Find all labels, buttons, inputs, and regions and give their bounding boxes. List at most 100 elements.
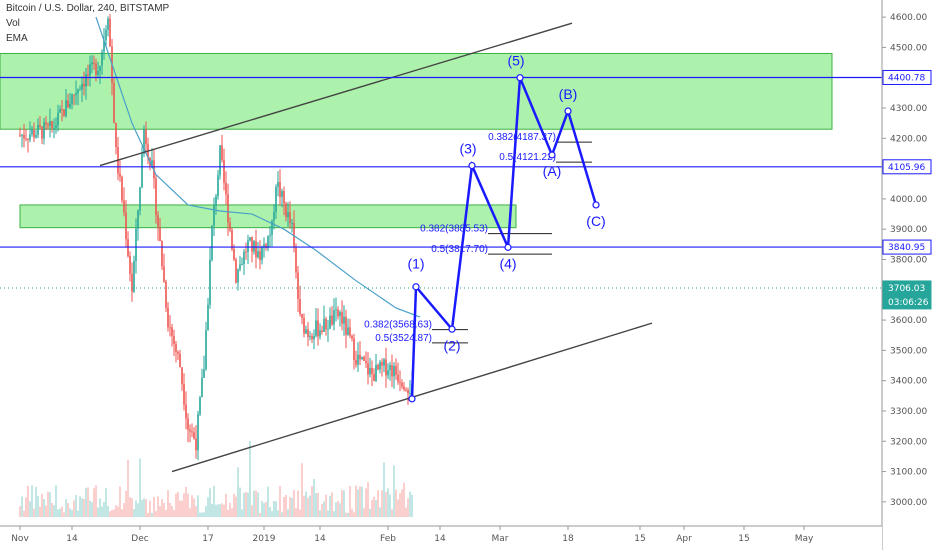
volume-bar (199, 512, 201, 517)
candle-body (199, 397, 201, 415)
volume-bar (213, 485, 215, 517)
candle-body (161, 241, 163, 267)
volume-bar (315, 493, 317, 517)
volume-bar (75, 495, 77, 517)
volume-bar (55, 485, 57, 517)
volume-bar (155, 511, 157, 517)
volume-bar (407, 498, 409, 517)
candle-body (265, 244, 267, 249)
candle-body (85, 74, 87, 87)
candle-body (57, 112, 59, 126)
zone-0 (0, 52, 833, 130)
candle-body (355, 360, 357, 365)
candlesticks (19, 14, 413, 461)
candle-body (109, 18, 111, 47)
volume-bar (401, 489, 403, 517)
candle-body (353, 338, 355, 361)
wave-point-7 (564, 107, 572, 115)
volume-bar (79, 496, 81, 517)
candle-body (139, 187, 141, 211)
volume-bar (285, 495, 287, 517)
volume-bar (271, 511, 273, 517)
candle-body (293, 223, 295, 247)
candle-body (307, 329, 309, 337)
volume-bar (231, 508, 233, 517)
volume-bar (143, 498, 145, 517)
volume-bar (153, 497, 155, 517)
volume-bar (301, 463, 303, 517)
volume-bar (267, 486, 269, 517)
supply-demand-zones (0, 52, 833, 229)
candle-body (399, 381, 401, 383)
volume-bar (263, 503, 265, 517)
volume-bar (223, 504, 225, 517)
candle-body (249, 237, 251, 241)
candle-body (335, 309, 337, 311)
candle-body (341, 312, 343, 324)
candle-body (49, 121, 51, 126)
candle-body (75, 93, 77, 96)
price-tag-box-0 (882, 69, 932, 85)
volume-bar (259, 512, 261, 517)
ema-line (95, 16, 421, 318)
volume-bar (209, 488, 211, 517)
candle-body (169, 327, 171, 329)
candle-body (359, 354, 361, 360)
candle-body (247, 240, 249, 253)
volume-bar (323, 501, 325, 517)
candle-body (245, 251, 247, 253)
volume-bar (147, 512, 149, 517)
volume-bar (237, 467, 239, 517)
candle-body (61, 109, 63, 111)
volume-bar (23, 510, 25, 517)
volume-bar (379, 507, 381, 517)
candle-body (181, 367, 183, 384)
candle-body (91, 62, 93, 65)
volume-bar (385, 491, 387, 517)
volume-bar (261, 500, 263, 517)
price-tag-box-4 (882, 294, 932, 310)
wave-label-0: (1) (407, 256, 424, 272)
volume-bar (283, 497, 285, 517)
candle-body (103, 40, 105, 52)
volume-bar (347, 512, 349, 517)
volume-bar (357, 489, 359, 517)
candle-body (269, 234, 271, 236)
volume-bar (81, 498, 83, 517)
volume-bar (99, 498, 101, 517)
time-tick-label: 14 (314, 534, 326, 544)
volume-bar (133, 509, 135, 517)
candle-body (329, 315, 331, 329)
elliott-wave-drawing[interactable]: (1) (2) (3) (4) (5) (A) (B) (C) (407, 53, 606, 403)
volume-bar (63, 512, 65, 517)
horizontal-levels[interactable] (0, 76, 882, 289)
candle-body (141, 153, 143, 188)
volume-bar (361, 486, 363, 517)
volume-bar (145, 499, 147, 517)
volume-bar (273, 500, 275, 517)
candle-body (321, 330, 323, 332)
candle-body (289, 212, 291, 224)
candle-body (41, 126, 43, 139)
price-axis[interactable]: 3000.00 3100.00 3200.00 3300.00 3400.00 3500.… (881, 0, 932, 550)
volume-bar (387, 488, 389, 517)
volume-bar (405, 507, 407, 517)
candle-body (203, 369, 205, 378)
candle-body (407, 390, 409, 394)
volume-bar (117, 506, 119, 517)
volume-bar (297, 490, 299, 517)
candle-body (351, 335, 353, 339)
volume-bar (233, 493, 235, 517)
price-tick-label: 4000.00 (890, 195, 927, 205)
price-tick-label: 3300.00 (890, 407, 927, 417)
candle-body (155, 178, 157, 216)
volume-bar (129, 497, 131, 517)
volume-bar (247, 492, 249, 517)
candle-body (291, 223, 293, 225)
time-axis-background (0, 526, 882, 550)
volume-bar (179, 500, 181, 517)
time-axis[interactable]: Nov 14 Dec 17 2019 14 Feb 14 Mar 18 15 Apr 15 May (0, 525, 882, 550)
volume-bar (113, 509, 115, 517)
candle-body (389, 365, 391, 371)
